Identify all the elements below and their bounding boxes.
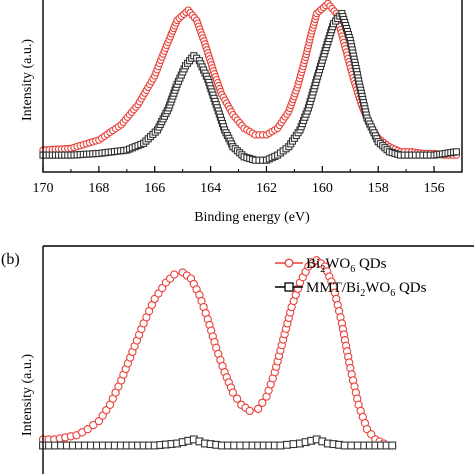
panel-a-x-axis-label: Binding energy (eV): [194, 210, 310, 225]
x-tick-label-170: 170: [33, 181, 54, 196]
data-point-b-0-65: [258, 398, 267, 407]
legend-label-bi2wo6: Bi2WO6 QDs: [306, 256, 387, 275]
data-point-b-1-53: [347, 441, 356, 450]
legend-label-mmt-bi2wo6: MMT/Bi2WO6 QDs: [306, 280, 427, 299]
data-point-b-0-59: [228, 388, 238, 397]
data-point-b-0-9: [89, 420, 98, 430]
data-point-b-0-63: [245, 406, 254, 416]
data-point-b-1-41: [276, 441, 285, 450]
data-point-b-0-64: [253, 404, 263, 414]
x-tick-label-160: 160: [312, 181, 333, 196]
panel-a-x-tick-labels: 170 168 166 164 162 160 158 156: [33, 181, 445, 196]
legend-entry-bi2wo6: Bi2WO6 QDs: [275, 256, 387, 275]
panel-a-series-layer: [39, 0, 461, 164]
x-tick-label-166: 166: [144, 181, 165, 196]
panel-b: (b) Intensity (a.u.) Bi2WO6 QDs MMT/Bi2W…: [1, 245, 474, 474]
data-point-b-1-43: [289, 440, 298, 449]
panel-a-x-ticks: [42, 166, 435, 172]
x-tick-label-168: 168: [88, 181, 109, 196]
data-point-b-1-54: [353, 441, 362, 450]
panel-a-y-axis-label: Intensity (a.u.): [20, 39, 35, 121]
data-point-b-1-52: [340, 441, 349, 450]
x-tick-label-158: 158: [368, 181, 389, 196]
data-point-b-0-8: [83, 425, 92, 434]
panel-b-legend: Bi2WO6 QDs MMT/Bi2WO6 QDs: [275, 256, 427, 299]
data-point-a-1-227: [452, 148, 460, 156]
x-tick-label-156: 156: [424, 181, 445, 196]
x-tick-label-164: 164: [200, 181, 221, 196]
panel-a: 170 168 166 164 162 160 158 156 Binding energy …: [20, 0, 463, 225]
data-point-b-0-60: [232, 394, 242, 403]
data-point-b-1-60: [388, 441, 397, 450]
x-tick-label-162: 162: [256, 181, 277, 196]
panel-a-frame: [42, 0, 463, 173]
data-point-b-0-36: [170, 270, 179, 279]
legend-entry-mmt-bi2wo6: MMT/Bi2WO6 QDs: [275, 280, 427, 299]
data-point-b-1-42: [283, 440, 291, 449]
panel-b-y-axis-label: Intensity (a.u.): [20, 354, 35, 436]
data-point-b-0-33: [158, 283, 167, 293]
panel-b-label: (b): [1, 251, 20, 268]
data-point-b-0-10: [94, 416, 104, 426]
panel-b-series-layer: [38, 256, 397, 450]
